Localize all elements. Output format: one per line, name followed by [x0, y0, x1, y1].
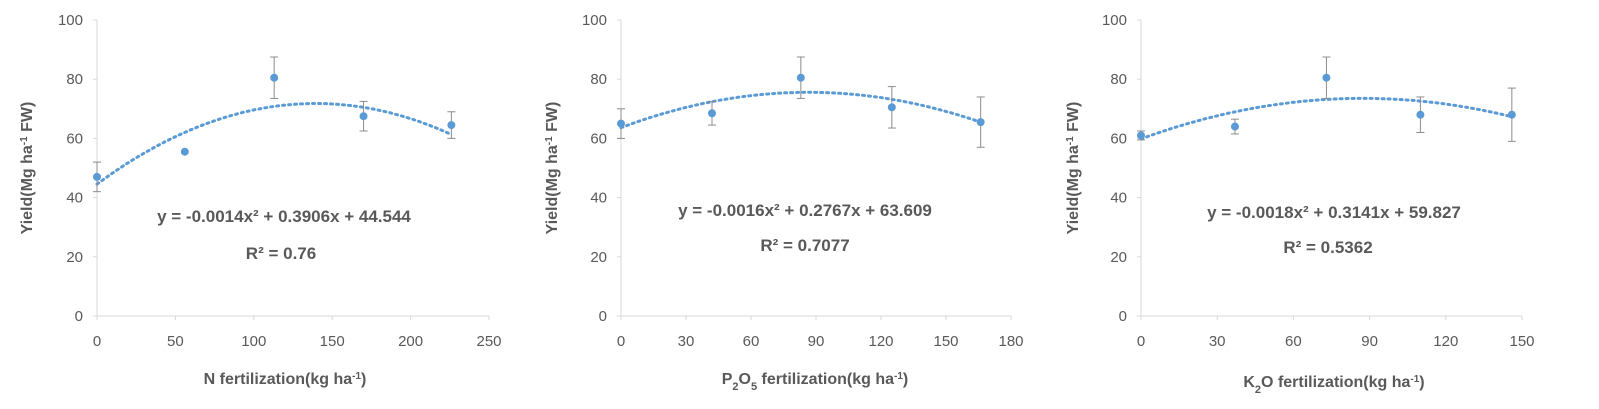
- y-tick-label: 60: [66, 130, 83, 147]
- y-tick-label: 100: [1102, 12, 1127, 29]
- y-tick-label: 80: [1110, 71, 1127, 88]
- error-bars: [617, 56, 985, 148]
- y-tick-labels: 0 20 40 60 80 100: [58, 12, 97, 325]
- data-point: [93, 172, 101, 181]
- data-point: [270, 73, 279, 82]
- chart-panel-k2o: 0 20 40 60 80 100 0 30 60 90 120 150 y = -0.0018x²…: [1065, 12, 1535, 396]
- chart-panel-n: 0 20 40 60 80 100 0 50 100 150 200 250 y = -0.0014…: [19, 12, 502, 388]
- data-point: [1230, 122, 1239, 131]
- y-tick-label: 20: [590, 249, 607, 266]
- y-tick-label: 60: [590, 130, 607, 147]
- data-points: [1137, 73, 1516, 140]
- y-tick-label: 40: [66, 190, 83, 207]
- regression-equation: y = -0.0014x² + 0.3906x + 44.544: [157, 207, 411, 226]
- x-tick-label: 250: [476, 333, 501, 350]
- y-tick-label: 100: [58, 12, 83, 29]
- y-axis-title: Yield(Mg ha-1 FW): [1065, 102, 1083, 235]
- x-axis-title: P2O5 fertilization(kg ha-1): [722, 371, 909, 394]
- x-tick-label: 0: [93, 333, 101, 350]
- data-point: [708, 109, 716, 118]
- y-tick-labels: 0 20 40 60 80 100: [582, 12, 621, 325]
- data-point: [976, 118, 985, 127]
- data-point: [1322, 73, 1331, 82]
- x-tick-label: 180: [998, 333, 1023, 350]
- x-tick-label: 90: [808, 333, 825, 350]
- x-tick-label: 150: [1509, 333, 1534, 350]
- x-axis-title: K2O fertilization(kg ha-1): [1243, 374, 1424, 397]
- data-points: [93, 73, 456, 181]
- r-squared: R² = 0.76: [246, 244, 316, 263]
- x-tick-labels: 0 30 60 90 120 150: [1137, 316, 1535, 350]
- data-point: [359, 112, 368, 121]
- y-tick-label: 60: [1110, 130, 1127, 147]
- regression-equation: y = -0.0018x² + 0.3141x + 59.827: [1207, 203, 1461, 222]
- y-axis-title: Yield(Mg ha-1 FW): [19, 102, 37, 235]
- r-squared: R² = 0.7077: [760, 236, 849, 255]
- data-point: [887, 103, 896, 112]
- x-tick-label: 0: [617, 333, 625, 350]
- x-tick-label: 30: [1209, 333, 1226, 350]
- x-tick-label: 120: [868, 333, 893, 350]
- r-squared: R² = 0.5362: [1283, 238, 1372, 257]
- chart-panel-p2o5: 0 20 40 60 80 100 0 30 60 90 120 150 180 y = -0.001…: [544, 12, 1024, 393]
- y-tick-label: 40: [590, 190, 607, 207]
- y-tick-label: 0: [75, 308, 83, 325]
- x-tick-labels: 0 30 60 90 120 150 180: [617, 316, 1024, 350]
- y-tick-label: 20: [66, 249, 83, 266]
- x-axis-title: N fertilization(kg ha-1): [204, 371, 367, 389]
- y-tick-label: 100: [582, 12, 607, 29]
- data-point: [1137, 131, 1145, 140]
- data-point: [180, 147, 189, 156]
- x-tick-label: 0: [1137, 333, 1145, 350]
- data-point: [796, 73, 805, 82]
- x-tick-label: 50: [167, 333, 184, 350]
- regression-equation: y = -0.0016x² + 0.2767x + 63.609: [678, 201, 932, 220]
- y-axis-title: Yield(Mg ha-1 FW): [544, 102, 562, 235]
- x-tick-label: 120: [1433, 333, 1458, 350]
- y-tick-label: 40: [1110, 190, 1127, 207]
- x-tick-label: 90: [1361, 333, 1378, 350]
- trendline: [1139, 96, 1514, 141]
- data-point: [1416, 110, 1425, 119]
- x-tick-label: 60: [1285, 333, 1302, 350]
- x-tick-label: 60: [743, 333, 760, 350]
- x-tick-label: 150: [320, 333, 345, 350]
- x-tick-label: 30: [678, 333, 695, 350]
- y-tick-label: 80: [590, 71, 607, 88]
- y-tick-label: 0: [1119, 308, 1127, 325]
- data-point: [617, 119, 625, 128]
- error-bars: [1137, 56, 1516, 142]
- y-tick-label: 80: [66, 71, 83, 88]
- data-point: [1507, 110, 1516, 119]
- data-point: [447, 121, 456, 130]
- x-tick-label: 150: [933, 333, 958, 350]
- trendline: [95, 102, 453, 186]
- y-tick-labels: 0 20 40 60 80 100: [1102, 12, 1141, 325]
- x-tick-label: 100: [241, 333, 266, 350]
- data-points: [617, 73, 985, 128]
- y-tick-label: 0: [599, 308, 607, 325]
- trendline: [619, 90, 983, 130]
- y-tick-label: 20: [1110, 249, 1127, 266]
- x-tick-label: 200: [398, 333, 423, 350]
- x-tick-labels: 0 50 100 150 200 250: [93, 316, 502, 350]
